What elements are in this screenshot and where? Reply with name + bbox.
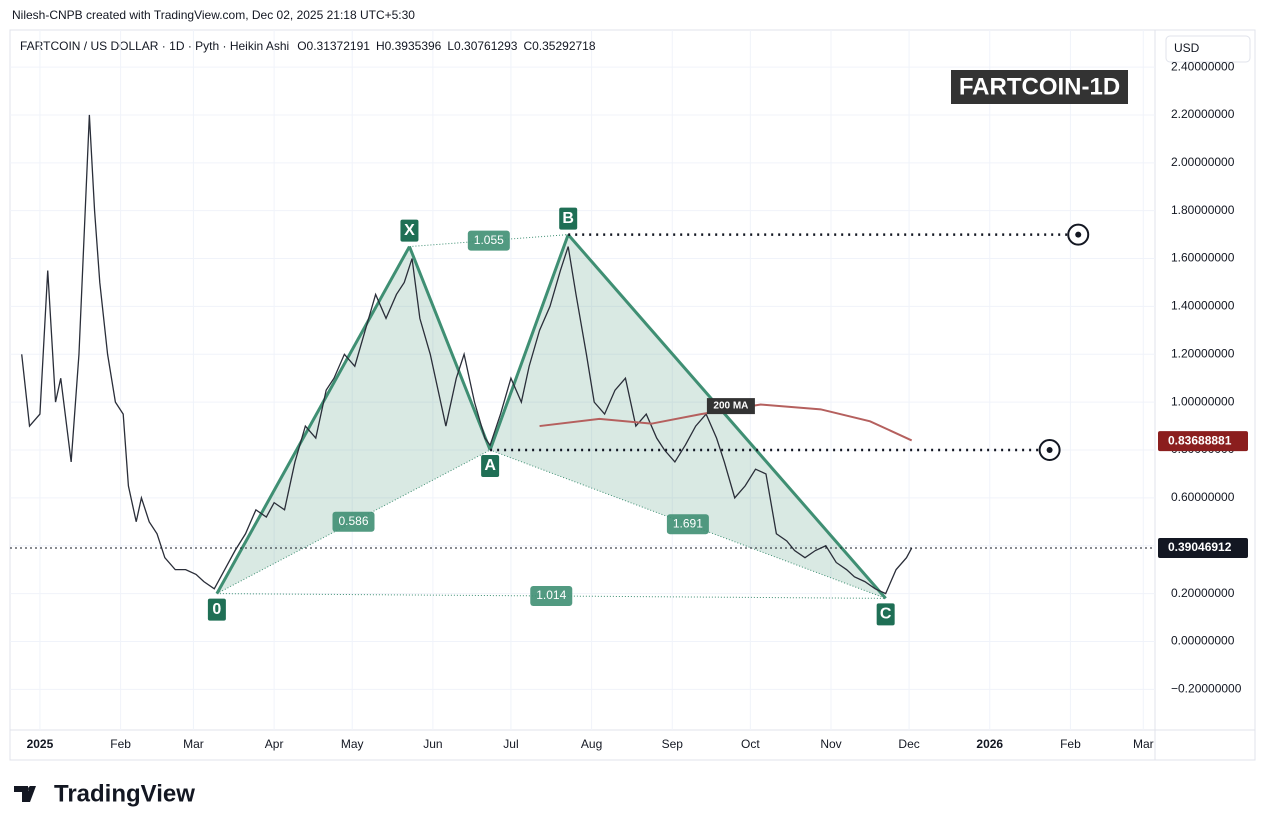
price-line <box>21 114 913 595</box>
ohlc-label: L <box>447 39 454 53</box>
y-tick-label: 1.20000000 <box>1171 346 1235 360</box>
ohlc-value: 0.30761293 <box>454 39 518 53</box>
x-tick-label: Nov <box>820 737 841 751</box>
ratio-box <box>666 514 709 535</box>
y-tick-label: 1.00000000 <box>1171 394 1235 408</box>
ohlc-value: 0.35292718 <box>532 39 596 53</box>
pattern-point-box <box>559 207 578 230</box>
x-tick-label: Dec <box>898 737 919 751</box>
ratio-label: 1.014 <box>536 588 566 602</box>
plot: 200 MA 1.055 0.586 1.691 1.014 0 X A B C <box>10 30 1155 730</box>
symbol: FARTCOIN / US DOLLAR · 1D · Pyth · Heiki… <box>20 39 289 53</box>
pattern-leg <box>488 234 570 451</box>
x-tick-label: Aug <box>581 737 602 751</box>
x-tick-label: Mar <box>1133 737 1154 751</box>
x-tick-label: Oct <box>741 737 760 751</box>
ratio-label: 0.586 <box>338 514 368 528</box>
credit: Nilesh-CNPB created with TradingView.com… <box>12 8 415 22</box>
pattern-point-box <box>207 598 226 621</box>
y-tick-label: 2.00000000 <box>1171 155 1235 169</box>
pattern-ratio-line <box>409 234 569 248</box>
y-tick-label: 0.00000000 <box>1171 634 1235 648</box>
pattern-point-box <box>481 455 500 477</box>
ratio-label: 1.691 <box>673 516 703 530</box>
ratio-box <box>467 230 510 251</box>
target-dot <box>1075 231 1082 238</box>
pattern-leg <box>567 233 887 600</box>
pattern-leg <box>408 246 492 451</box>
pattern-point-box <box>876 603 895 626</box>
x-tick-label: May <box>341 737 364 751</box>
pattern-point-box <box>400 219 419 242</box>
x-tick-label: Feb <box>1060 737 1081 751</box>
ohlc-label: C <box>523 39 532 53</box>
x-tick-label: Sep <box>662 737 684 751</box>
pattern-leg <box>215 245 411 595</box>
x-tick-label: Jun <box>423 737 442 751</box>
y-tick-label: −0.20000000 <box>1171 681 1242 695</box>
ohlc-value: 0.3935396 <box>385 39 442 53</box>
pattern-point-label: 0 <box>212 601 221 618</box>
ohlc-value: 0.31372191 <box>307 39 371 53</box>
x-tick-label: Apr <box>265 737 284 751</box>
y-tick-label: 0.60000000 <box>1171 490 1235 504</box>
target-dot <box>1046 447 1053 453</box>
title-box <box>951 70 1128 104</box>
y-tick-label: 2.20000000 <box>1171 107 1235 121</box>
y-tick-label: 0.20000000 <box>1171 586 1235 600</box>
y-tick-label: 1.40000000 <box>1171 299 1235 313</box>
price-level-label: 0.39046912 <box>1168 540 1232 554</box>
y-tick-label: 1.80000000 <box>1171 203 1235 217</box>
currency-box <box>1165 35 1251 63</box>
ratio-box <box>530 585 573 606</box>
logo <box>14 786 36 802</box>
pattern-point-label: C <box>880 606 892 623</box>
legend-label: 200 MA <box>713 401 748 412</box>
logo-dot <box>28 786 34 792</box>
y-tick-label: 1.60000000 <box>1171 251 1235 265</box>
ratio-label: 1.055 <box>474 233 504 247</box>
ratio-box <box>332 511 375 532</box>
frame <box>9 29 1256 761</box>
price-level-box <box>1158 538 1248 559</box>
ohlc-label: H <box>376 39 385 53</box>
currency: USD <box>1174 41 1200 55</box>
pattern-point-label: A <box>484 457 496 474</box>
pattern-point-label: B <box>562 210 574 227</box>
legend-box <box>706 398 755 415</box>
price-level-box <box>1158 431 1248 452</box>
ohlc-label: O <box>297 39 306 53</box>
price-level-label: 0.83688881 <box>1168 433 1232 447</box>
brand: TradingView <box>54 780 195 807</box>
pattern-ratio-line <box>216 593 886 599</box>
pattern-ratio-line <box>216 449 491 595</box>
x-tick-label: Jul <box>503 737 518 751</box>
x-tick-label: 2025 <box>27 737 54 751</box>
x-tick-label: Feb <box>110 737 131 751</box>
x-tick-label: 2026 <box>976 737 1003 751</box>
x-tick-label: Mar <box>183 737 204 751</box>
chart-title: FARTCOIN-1D <box>959 73 1120 100</box>
pattern-point-label: X <box>404 222 415 239</box>
y-tick-label: 2.40000000 <box>1171 59 1235 73</box>
